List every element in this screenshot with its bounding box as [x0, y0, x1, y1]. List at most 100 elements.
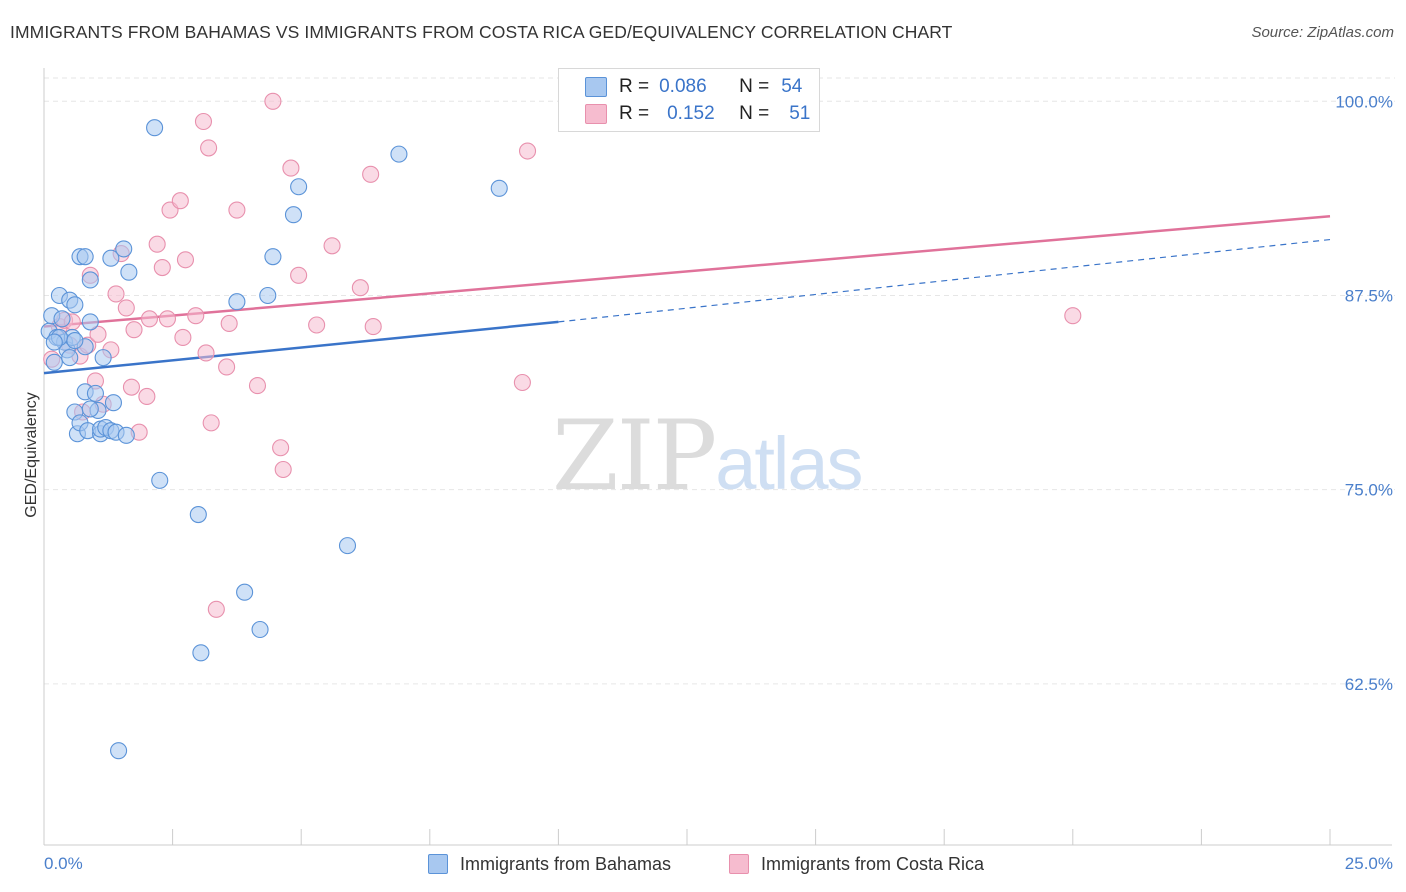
costarica-point: [220, 314, 238, 333]
legend-item-bahamas[interactable]: Immigrants from Bahamas: [428, 852, 671, 876]
bahamas-point: [338, 537, 357, 555]
costarica-point: [158, 310, 177, 328]
axes: [43, 68, 1392, 846]
costarica-point: [176, 251, 195, 269]
costarica-point: [282, 159, 300, 177]
costarica-point: [364, 318, 382, 336]
y-tick-label: 75.0%: [1345, 481, 1393, 500]
legend-row-costarica: R = 0.152 N = 51: [585, 101, 810, 127]
costarica-point: [207, 600, 225, 618]
costarica-point: [351, 279, 369, 297]
x-tick-label: 25.0%: [1345, 854, 1393, 873]
costarica-point: [122, 378, 140, 396]
bahamas-point: [490, 179, 508, 197]
bahamas-point: [115, 240, 133, 258]
costarica-point: [187, 307, 205, 325]
r-label: R =: [619, 103, 650, 124]
costarica-point: [153, 258, 171, 277]
source-label: Source: ZipAtlas.com: [1251, 24, 1394, 41]
bahamas-point: [76, 248, 94, 266]
y-axis-label: GED/Equivalency: [23, 392, 40, 517]
costarica-point: [362, 165, 380, 183]
y-tick-label: 100.0%: [1335, 92, 1393, 111]
bahamas-point: [110, 742, 128, 760]
bahamas-point: [81, 400, 99, 418]
x-tick-label: 0.0%: [44, 854, 83, 873]
bahamas-point: [81, 271, 99, 289]
costarica-point: [174, 328, 192, 346]
n-value: 54: [781, 76, 803, 97]
bahamas-point: [284, 206, 303, 224]
bahamas-point: [390, 145, 408, 163]
data-points: [40, 92, 1082, 760]
r-value: 0.086: [659, 76, 707, 97]
legend-row-bahamas: R = 0.086 N = 54: [585, 74, 802, 100]
bahamas-point: [61, 349, 79, 367]
bahamas-point: [151, 471, 169, 489]
costarica-point: [518, 142, 537, 160]
costarica-point: [107, 285, 125, 303]
legend-label-costarica: Immigrants from Costa Rica: [761, 853, 985, 874]
bahamas-point: [290, 178, 308, 196]
r-label: R =: [619, 76, 650, 97]
costarica-point: [125, 321, 143, 339]
r-value: 0.152: [667, 103, 715, 124]
bahamas-point: [251, 620, 269, 639]
bahamas-legend-swatch: [428, 854, 448, 874]
costarica-point: [117, 299, 135, 317]
costarica-point: [200, 139, 218, 157]
costarica-legend-swatch: [729, 854, 749, 874]
legend-label-bahamas: Immigrants from Bahamas: [460, 853, 672, 874]
correlation-legend: R = 0.086 N = 54 R = 0.152 N = 51: [558, 68, 820, 132]
bahamas-point: [81, 313, 99, 331]
tick-labels: 62.5% 75.0% 87.5% 100.0% 0.0% 25.0%: [44, 92, 1393, 873]
costarica-point: [248, 377, 267, 395]
costarica-point: [264, 92, 282, 110]
costarica-point: [140, 310, 159, 328]
y-tick-label: 87.5%: [1345, 286, 1393, 305]
costarica-swatch: [585, 104, 607, 124]
bahamas-swatch: [585, 77, 607, 97]
costarica-point: [323, 237, 341, 255]
bahamas-point: [120, 263, 138, 281]
bahamas-point: [45, 353, 63, 371]
bahamas-point: [66, 331, 84, 350]
costarica-point: [290, 266, 308, 284]
chart-title: IMMIGRANTS FROM BAHAMAS VS IMMIGRANTS FR…: [10, 22, 953, 42]
bahamas-point: [117, 426, 135, 444]
watermark-zip: ZIP: [552, 400, 717, 512]
bahamas-point: [53, 310, 71, 328]
watermark-atlas: atlas: [715, 422, 863, 505]
bahamas-point: [192, 644, 210, 662]
costarica-point: [148, 235, 166, 253]
costarica-point: [308, 316, 326, 334]
trend-lines: [43, 215, 1331, 375]
costarica-point: [513, 373, 531, 392]
costarica-point: [138, 387, 156, 406]
bahamas-point: [102, 249, 120, 267]
costarica-point: [89, 325, 107, 343]
costarica-point: [1064, 307, 1082, 325]
costarica-point: [228, 201, 246, 219]
bahamas-point: [146, 119, 164, 137]
bahamas-point: [189, 505, 207, 524]
bahamas-point: [104, 394, 122, 412]
legend-item-costarica[interactable]: Immigrants from Costa Rica: [729, 852, 984, 876]
watermark: ZIPatlas: [552, 400, 864, 512]
bahamas-point: [264, 248, 282, 266]
bahamas-point: [94, 349, 112, 367]
costarica-point: [218, 358, 236, 376]
bahamas-point: [259, 286, 277, 305]
bahamas-point: [236, 583, 254, 601]
bahamas-point: [45, 333, 63, 351]
bahamas-point: [86, 384, 104, 402]
costarica-point: [202, 414, 220, 432]
bahamas-point: [228, 293, 246, 311]
costarica-point: [194, 112, 213, 131]
n-value: 51: [789, 103, 811, 124]
n-label: N =: [739, 76, 770, 97]
bahamas-trend-line: [43, 320, 559, 375]
costarica-point: [272, 439, 290, 457]
bahamas-point: [66, 296, 84, 314]
